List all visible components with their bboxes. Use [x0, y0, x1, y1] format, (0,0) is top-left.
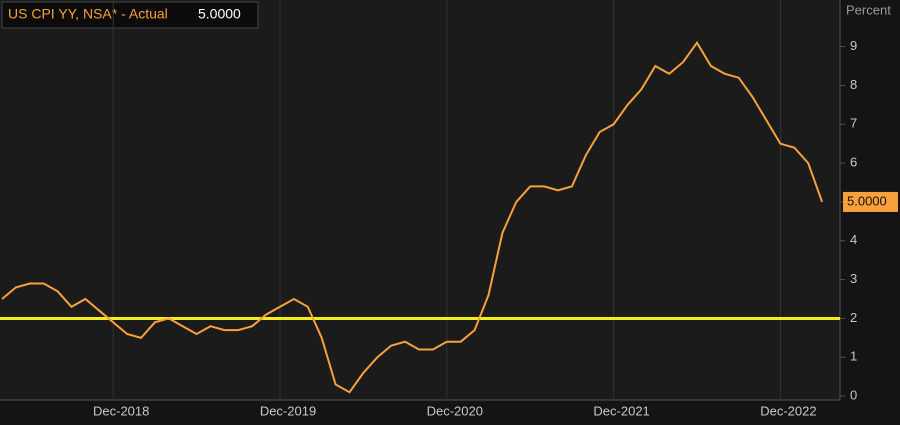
x-grid: [112, 0, 781, 400]
current-value-tag: [843, 191, 898, 212]
current-value-label: 5.0000: [847, 193, 887, 208]
y-tick-label: 4: [850, 232, 857, 247]
y-tick-label: 3: [850, 271, 857, 286]
y-tick-label: 1: [850, 349, 857, 364]
x-tick-label: Dec-2021: [593, 403, 649, 418]
x-tick-label: Dec-2019: [260, 403, 316, 418]
y-axis-label: Percent: [846, 2, 891, 17]
y-tick-label: 0: [850, 388, 857, 403]
legend: US CPI YY, NSA* - Actual 5.0000: [1, 1, 259, 29]
data-line: [1, 40, 824, 394]
legend-value: 5.0000: [198, 6, 241, 22]
y-tick-label: 2: [850, 310, 857, 325]
x-tick-label: Dec-2020: [427, 403, 483, 418]
legend-label: US CPI YY, NSA* - Actual: [8, 6, 168, 22]
x-tick-label: Dec-2018: [93, 403, 149, 418]
y-tick-label: 6: [850, 155, 857, 170]
y-tick-label: 9: [850, 38, 857, 53]
x-tick-label: Dec-2022: [760, 403, 816, 418]
plot-area: [0, 0, 840, 400]
legend-box: [1, 1, 259, 29]
y-tick-label: 7: [850, 116, 857, 131]
y-tick-label: 8: [850, 77, 857, 92]
